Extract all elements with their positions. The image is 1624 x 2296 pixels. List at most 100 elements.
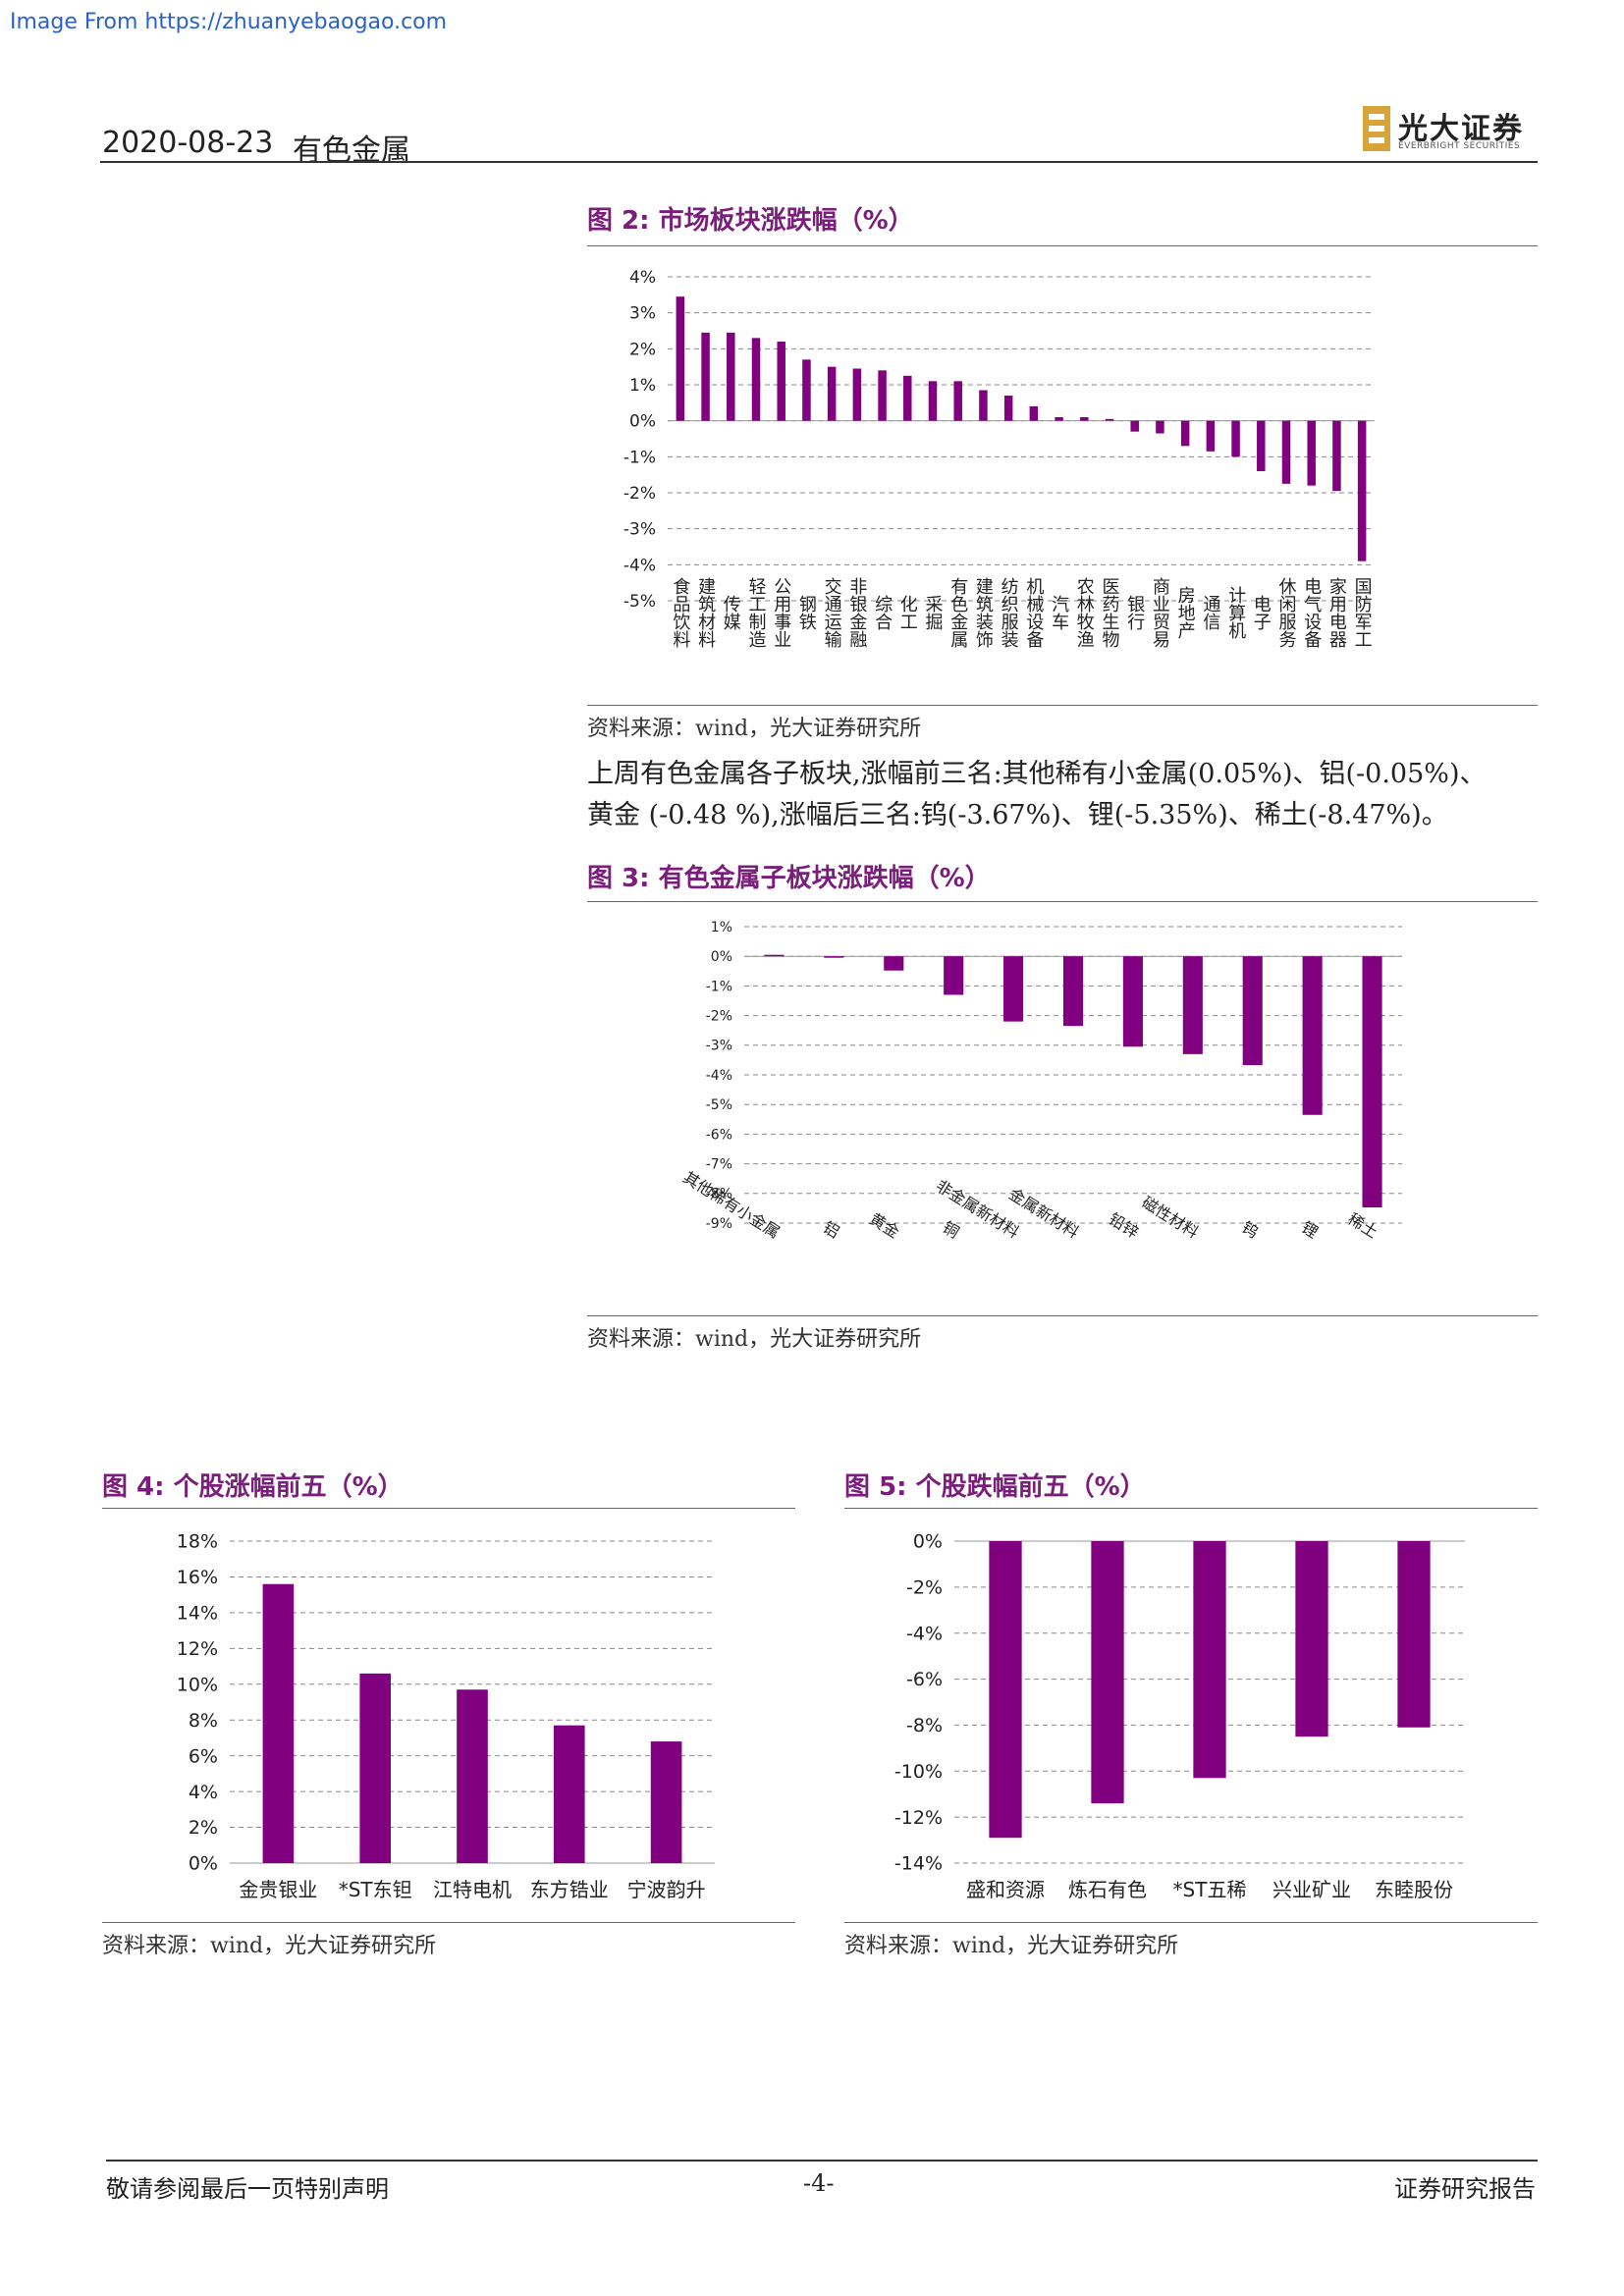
fig4-source: 资料来源：wind，光大证券研究所 [102, 1934, 437, 1958]
bar [1397, 1541, 1431, 1728]
bar [827, 366, 837, 421]
bar [802, 359, 811, 421]
bar [777, 342, 785, 421]
x-tick-label: 农林牧渔 [1074, 577, 1095, 648]
bar [1091, 1541, 1124, 1804]
fig5-chart: 0% -2% -4% -6% -8% -10% -12% -14% 盛和资源 炼石有色 *ST五稀 兴… [894, 1531, 1465, 1901]
y-tick-label: 14% [177, 1603, 218, 1625]
bar [553, 1725, 585, 1863]
x-tick-label: 医药生物 [1100, 577, 1120, 648]
x-tick-label: 非银金融 [846, 577, 867, 648]
y-tick-label: 12% [177, 1638, 218, 1660]
x-tick-label: 宁波韵升 [627, 1878, 706, 1901]
x-tick-label: 江特电机 [433, 1878, 512, 1901]
x-tick-label: 建筑装饰 [973, 577, 994, 648]
bar [1003, 396, 1013, 421]
x-tick-label: 休闲服务 [1276, 577, 1297, 648]
bar [953, 381, 962, 421]
report-type: 证券研究报告 [1394, 2175, 1536, 2203]
bar [1122, 956, 1143, 1047]
x-tick-label: 国防军工 [1352, 577, 1373, 648]
bar [1295, 1541, 1328, 1737]
x-tick-label: 通信 [1200, 595, 1220, 630]
fig5-top-rule [844, 1508, 1538, 1509]
fig5-bottom-rule [844, 1922, 1538, 1923]
bar [650, 1741, 682, 1863]
header-divider [100, 161, 1538, 163]
bar [1307, 420, 1316, 486]
summary-paragraph: 上周有色金属各子板块,涨幅前三名:其他稀有小金属(0.05%)、铝(-0.05%… [587, 754, 1569, 836]
bar [1105, 418, 1114, 421]
y-tick-label: -4% [906, 1623, 943, 1644]
y-tick-label: 1% [711, 920, 732, 935]
bar [1357, 420, 1367, 561]
bar [1003, 956, 1024, 1022]
bar [701, 332, 710, 421]
y-tick-label: -5% [706, 1097, 732, 1113]
y-tick-label: 8% [189, 1710, 218, 1732]
y-tick-label: -4% [623, 556, 656, 575]
y-tick-label: -1% [623, 448, 656, 467]
fig4-bottom-rule [102, 1922, 795, 1923]
x-tick-label: 采掘 [923, 595, 944, 630]
bar [1281, 420, 1291, 484]
x-tick-label: 有色金属 [947, 577, 968, 648]
bar [852, 368, 862, 421]
bar [824, 956, 844, 958]
fig3-source: 资料来源：wind，光大证券研究所 [587, 1327, 922, 1352]
footer-disclaimer: 敬请参阅最后一页特别声明 [106, 2175, 389, 2203]
x-tick-label: 交通运输 [822, 577, 842, 649]
x-tick-label: 化工 [897, 595, 918, 630]
y-tick-label: -2% [706, 1009, 732, 1025]
bar [751, 338, 761, 421]
x-tick-label: 公用事业 [771, 577, 791, 648]
y-tick-label: -1% [706, 979, 732, 994]
fig3-top-rule [587, 901, 1538, 902]
logo-text: 光大证券 [1398, 112, 1524, 146]
bar [1130, 420, 1139, 432]
y-tick-label: -2% [906, 1577, 943, 1599]
x-tick-label: 东睦股份 [1375, 1878, 1453, 1901]
bar [1080, 417, 1089, 421]
y-tick-label: 0% [913, 1531, 943, 1553]
x-tick-label: 稀土 [1344, 1209, 1380, 1242]
y-tick-label: -9% [706, 1216, 732, 1232]
y-tick-label: 1% [629, 376, 656, 396]
x-tick-label: 黄金 [866, 1209, 902, 1242]
bar [764, 954, 785, 957]
bar [1242, 956, 1263, 1066]
y-tick-label: 3% [629, 304, 656, 324]
page-number: -4- [803, 2169, 835, 2197]
watermark-link[interactable]: Image From https://zhuanyebaogao.com [10, 10, 448, 34]
y-tick-label: -8% [906, 1715, 943, 1736]
x-tick-label: 兴业矿业 [1272, 1878, 1351, 1901]
y-tick-label: -8% [706, 1187, 732, 1202]
y-tick-label: -7% [706, 1157, 732, 1173]
x-tick-label: *ST东钽 [339, 1878, 412, 1901]
y-tick-label: 16% [177, 1567, 218, 1588]
y-tick-label: 4% [189, 1782, 218, 1803]
fig2-chart: 4% 3% 2% 1% 0% -1% -2% -3% -4% -5% 食品饮料 建筑材料 传媒 轻工制造公… [623, 268, 1375, 649]
x-tick-label: 钨 [1238, 1218, 1262, 1243]
x-tick-label: 食品饮料 [670, 577, 690, 648]
summary-line-2: 黄金 (-0.48 %),涨幅后三名:钨(-3.67%)、锂(-5.35%)、稀… [587, 800, 1448, 830]
x-tick-label: 房地产 [1175, 586, 1196, 639]
bar [979, 390, 988, 421]
fig4-chart: 18% 16% 14% 12% 10% 8% 6% 4% 2% 0% 金贵银业 *ST东钽 江特电机 东方… [177, 1531, 715, 1901]
bar [1332, 420, 1341, 492]
fig2-top-rule [587, 245, 1538, 246]
bar [928, 381, 938, 421]
fig3-chart: 1%0%-1%-2%-3%-4%-5%-6%-7%-8%-9%其他稀有小金属铝黄… [680, 920, 1402, 1243]
bar [1062, 956, 1084, 1027]
logo-subtext: EVERBRIGHT SECURITIES [1398, 141, 1521, 151]
x-tick-label: *ST五稀 [1173, 1878, 1247, 1901]
y-tick-label: 4% [629, 268, 656, 288]
y-tick-label: -2% [623, 484, 656, 504]
company-logo: 光大证券 EVERBRIGHT SECURITIES [1363, 102, 1540, 157]
fig3-bottom-rule [587, 1315, 1538, 1316]
bar [1206, 420, 1216, 452]
bar [457, 1689, 488, 1863]
x-tick-label: 商业贸易 [1150, 577, 1170, 649]
y-tick-label: -10% [894, 1761, 943, 1783]
x-tick-label: 铝 [820, 1218, 843, 1243]
